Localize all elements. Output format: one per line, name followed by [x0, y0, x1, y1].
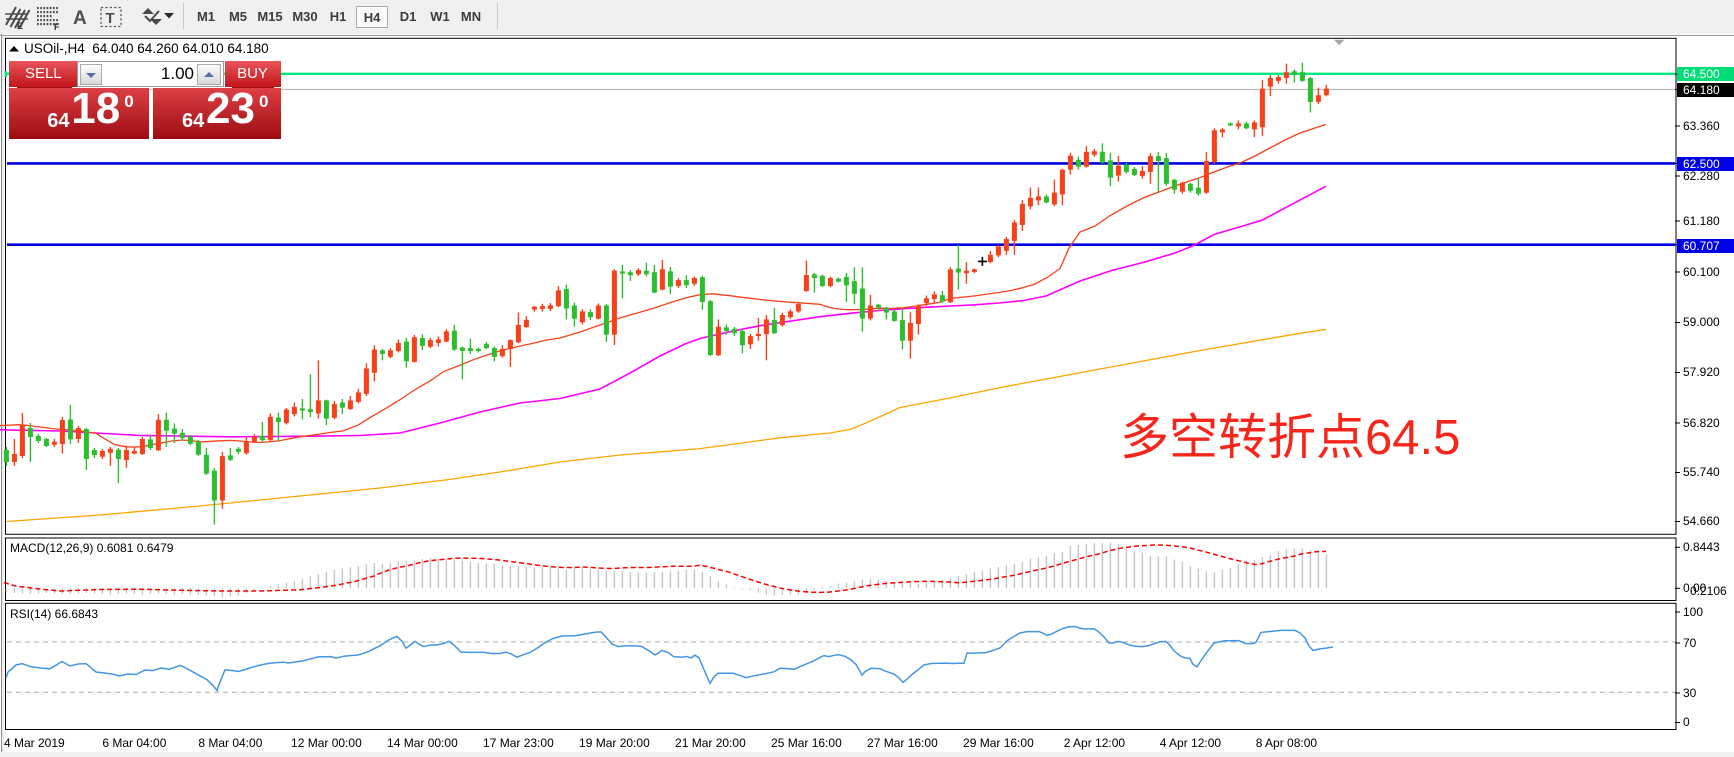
svg-text:T: T [106, 10, 115, 27]
svg-text:F: F [54, 22, 60, 32]
svg-text:A: A [73, 8, 87, 29]
svg-text:E: E [17, 21, 23, 31]
